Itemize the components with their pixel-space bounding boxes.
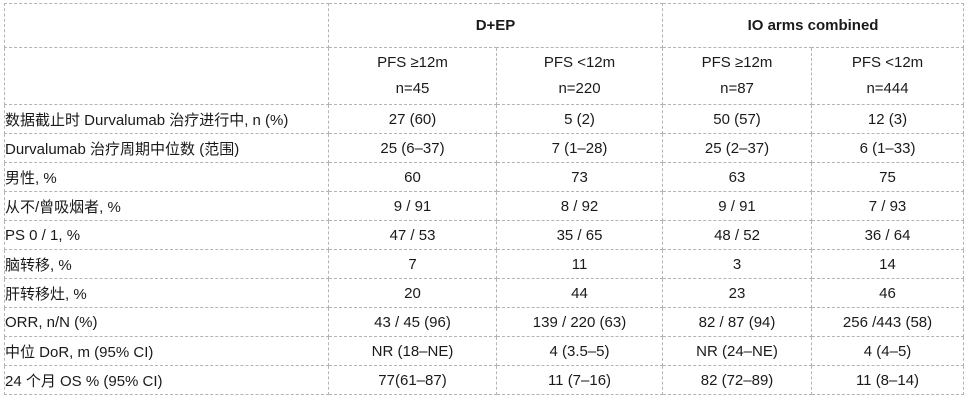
col-header-n: n=87 <box>720 80 754 97</box>
column-header-row: PFS ≥12m n=45 PFS <12m n=220 PFS ≥12m n=… <box>4 47 965 105</box>
data-cell: 7 (1–28) <box>495 133 664 163</box>
corner-cell <box>4 3 329 48</box>
data-cell: 12 (3) <box>811 104 965 134</box>
data-cell: 9 / 91 <box>662 191 813 221</box>
col-header-io-pfs-lt12m: PFS <12m n=444 <box>811 47 965 105</box>
results-table: D+EP IO arms combined PFS ≥12m n=45 PFS … <box>4 3 965 395</box>
data-cell: 44 <box>495 278 664 308</box>
data-cell: 139 / 220 (63) <box>495 307 664 337</box>
row-label: 男性, % <box>4 162 329 192</box>
group-header-row: D+EP IO arms combined <box>4 3 965 48</box>
data-cell: 8 / 92 <box>495 191 664 221</box>
data-cell: 11 (7–16) <box>495 365 664 395</box>
col-header-dep-pfs-ge12m: PFS ≥12m n=45 <box>328 47 497 105</box>
col-header-title: PFS <12m <box>851 54 924 71</box>
row-label: PS 0 / 1, % <box>4 220 329 250</box>
table-row-brain-mets: 脑转移, % 7 11 3 14 <box>4 249 965 279</box>
data-cell: 63 <box>662 162 813 192</box>
col-header-dep-pfs-lt12m: PFS <12m n=220 <box>495 47 664 105</box>
table-row-liver-mets: 肝转移灶, % 20 44 23 46 <box>4 278 965 308</box>
data-cell: 50 (57) <box>662 104 813 134</box>
group-header-io: IO arms combined <box>662 3 965 48</box>
row-label: 从不/曾吸烟者, % <box>4 191 329 221</box>
data-cell: NR (18–NE) <box>328 336 497 366</box>
data-cell: 82 / 87 (94) <box>662 307 813 337</box>
row-label: Durvalumab 治疗周期中位数 (范围) <box>4 133 329 163</box>
col-header-n: n=220 <box>558 80 601 97</box>
row-label: 24 个月 OS % (95% CI) <box>4 365 329 395</box>
data-cell: 25 (6–37) <box>328 133 497 163</box>
col-header-n: n=444 <box>866 80 909 97</box>
data-cell: 77(61–87) <box>328 365 497 395</box>
data-cell: 60 <box>328 162 497 192</box>
data-cell: 35 / 65 <box>495 220 664 250</box>
data-cell: 5 (2) <box>495 104 664 134</box>
table-row-median-dor: 中位 DoR, m (95% CI) NR (18–NE) 4 (3.5–5) … <box>4 336 965 366</box>
data-cell: 4 (4–5) <box>811 336 965 366</box>
data-cell: 48 / 52 <box>662 220 813 250</box>
row-label: 中位 DoR, m (95% CI) <box>4 336 329 366</box>
corner-cell <box>4 47 329 105</box>
data-cell: 11 (8–14) <box>811 365 965 395</box>
data-cell: 46 <box>811 278 965 308</box>
data-cell: 14 <box>811 249 965 279</box>
data-cell: 47 / 53 <box>328 220 497 250</box>
data-cell: 82 (72–89) <box>662 365 813 395</box>
col-header-title: PFS ≥12m <box>377 54 448 71</box>
data-cell: 7 <box>328 249 497 279</box>
col-header-io-pfs-ge12m: PFS ≥12m n=87 <box>662 47 813 105</box>
data-cell: 43 / 45 (96) <box>328 307 497 337</box>
data-cell: 9 / 91 <box>328 191 497 221</box>
data-cell: 20 <box>328 278 497 308</box>
row-label: 肝转移灶, % <box>4 278 329 308</box>
table-row-ongoing-treatment: 数据截止时 Durvalumab 治疗进行中, n (%) 27 (60) 5 … <box>4 104 965 134</box>
data-cell: 23 <box>662 278 813 308</box>
data-cell: 36 / 64 <box>811 220 965 250</box>
table-row-smoker-status: 从不/曾吸烟者, % 9 / 91 8 / 92 9 / 91 7 / 93 <box>4 191 965 221</box>
data-cell: 25 (2–37) <box>662 133 813 163</box>
data-cell: 6 (1–33) <box>811 133 965 163</box>
data-cell: 27 (60) <box>328 104 497 134</box>
row-label: 数据截止时 Durvalumab 治疗进行中, n (%) <box>4 104 329 134</box>
data-cell: 11 <box>495 249 664 279</box>
col-header-title: PFS ≥12m <box>701 54 773 71</box>
row-label: ORR, n/N (%) <box>4 307 329 337</box>
data-cell: NR (24–NE) <box>662 336 813 366</box>
data-cell: 256 /443 (58) <box>811 307 965 337</box>
table-row-24m-os: 24 个月 OS % (95% CI) 77(61–87) 11 (7–16) … <box>4 365 965 395</box>
data-cell: 4 (3.5–5) <box>495 336 664 366</box>
row-label: 脑转移, % <box>4 249 329 279</box>
data-cell: 75 <box>811 162 965 192</box>
data-cell: 3 <box>662 249 813 279</box>
col-header-title: PFS <12m <box>543 54 616 71</box>
data-cell: 7 / 93 <box>811 191 965 221</box>
table-row-male: 男性, % 60 73 63 75 <box>4 162 965 192</box>
table-row-ps: PS 0 / 1, % 47 / 53 35 / 65 48 / 52 36 /… <box>4 220 965 250</box>
table-row-orr: ORR, n/N (%) 43 / 45 (96) 139 / 220 (63)… <box>4 307 965 337</box>
table-row-median-cycles: Durvalumab 治疗周期中位数 (范围) 25 (6–37) 7 (1–2… <box>4 133 965 163</box>
data-cell: 73 <box>495 162 664 192</box>
group-header-dep: D+EP <box>327 3 664 48</box>
col-header-n: n=45 <box>395 80 430 97</box>
